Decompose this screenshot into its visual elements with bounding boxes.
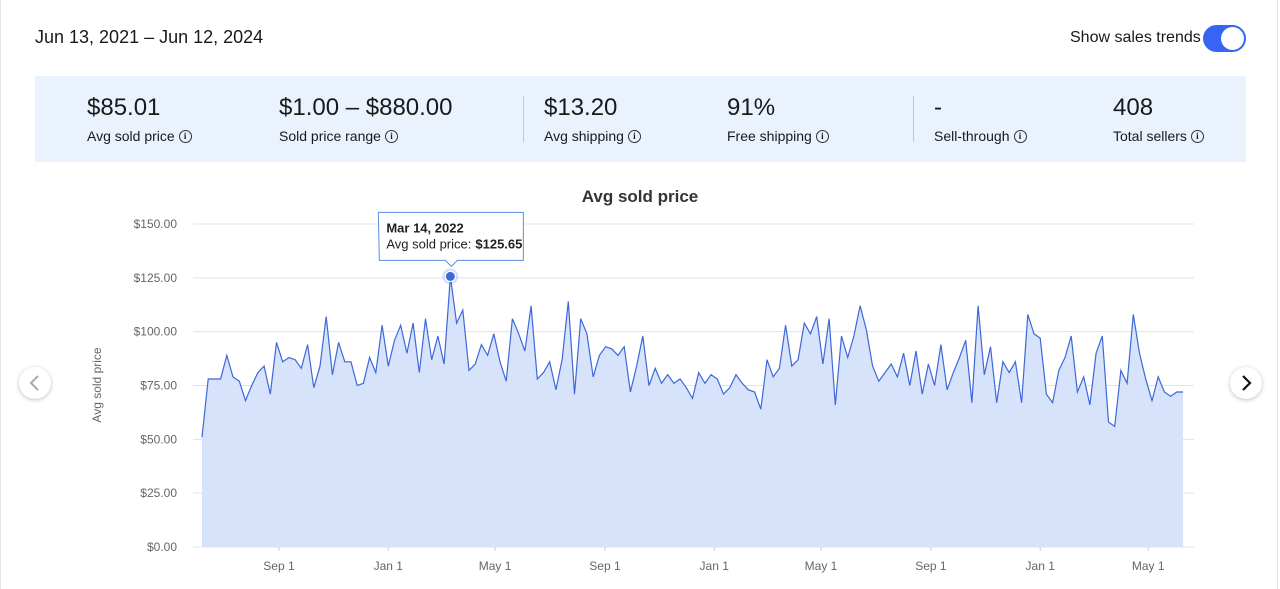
x-tick-label: Sep 1 bbox=[263, 559, 295, 573]
next-button[interactable] bbox=[1230, 367, 1262, 399]
stat-label-text: Avg shipping bbox=[544, 128, 624, 144]
stat-label: Total sellers i bbox=[1113, 128, 1204, 144]
stat-label-text: Sell-through bbox=[934, 128, 1010, 144]
stat-value: - bbox=[934, 94, 942, 121]
divider bbox=[913, 96, 914, 142]
toggle-label: Show sales trends bbox=[1070, 29, 1201, 46]
tooltip-label-text: Avg sold price: bbox=[386, 236, 471, 251]
stat: $1.00 – $880.00 Sold price range i bbox=[279, 94, 453, 144]
y-tick-label: $125.00 bbox=[134, 271, 178, 285]
stat-value: 91% bbox=[727, 94, 776, 121]
x-tick-label: Jan 1 bbox=[700, 559, 730, 573]
info-icon[interactable]: i bbox=[1190, 129, 1204, 143]
y-tick-label: $100.00 bbox=[134, 325, 178, 339]
stat: 408 Total sellers i bbox=[1113, 94, 1204, 144]
stat-value: 408 bbox=[1113, 94, 1154, 121]
x-tick-label: May 1 bbox=[479, 559, 512, 573]
stat-label: Sold price range i bbox=[279, 128, 453, 144]
x-tick-label: May 1 bbox=[805, 559, 838, 573]
y-tick-label: $50.00 bbox=[140, 432, 177, 446]
stat-value: $1.00 – $880.00 bbox=[279, 94, 453, 121]
y-tick-label: $25.00 bbox=[140, 486, 177, 500]
stat-label: Sell-through i bbox=[934, 128, 1027, 144]
y-tick-label: $150.00 bbox=[134, 217, 178, 231]
stat-label-text: Avg sold price bbox=[87, 128, 175, 144]
next-icon bbox=[1242, 375, 1252, 391]
stat: $85.01 Avg sold price i bbox=[87, 94, 192, 144]
x-tick-label: Jan 1 bbox=[1026, 559, 1056, 573]
stat-label: Avg sold price i bbox=[87, 128, 192, 144]
info-icon[interactable]: i bbox=[1013, 129, 1027, 143]
toggle-knob bbox=[1221, 27, 1244, 50]
hover-point bbox=[444, 270, 456, 282]
x-tick-label: May 1 bbox=[1132, 559, 1165, 573]
x-tick-label: Sep 1 bbox=[915, 559, 947, 573]
stat-label-text: Sold price range bbox=[279, 128, 381, 144]
stat-value: $85.01 bbox=[87, 94, 161, 121]
y-tick-label: $75.00 bbox=[140, 379, 177, 393]
tooltip-label: Avg sold price: $125.65 bbox=[386, 236, 522, 251]
stat-label-text: Free shipping bbox=[727, 128, 812, 144]
y-tick-label: $0.00 bbox=[147, 540, 177, 554]
stat: 91% Free shipping i bbox=[727, 94, 829, 144]
stat-label: Avg shipping i bbox=[544, 128, 641, 144]
date-range: Jun 13, 2021 – Jun 12, 2024 bbox=[35, 27, 264, 47]
x-tick-label: Sep 1 bbox=[589, 559, 621, 573]
info-icon[interactable]: i bbox=[815, 129, 829, 143]
stat: - Sell-through i bbox=[934, 94, 1027, 144]
stats-panel: $85.01 Avg sold price i $1.00 – $880.00 Sold… bbox=[35, 76, 1246, 162]
tooltip-box bbox=[377, 211, 524, 268]
stat: $13.20 Avg shipping i bbox=[544, 94, 641, 144]
chart-title: Avg sold price bbox=[582, 187, 699, 206]
tooltip-value: $125.65 bbox=[475, 236, 522, 251]
toggle[interactable] bbox=[1203, 25, 1246, 52]
stat-value: $13.20 bbox=[544, 94, 618, 121]
x-tick-label: Jan 1 bbox=[374, 559, 404, 573]
y-axis-label: Avg sold price bbox=[90, 347, 104, 422]
tooltip-date: Mar 14, 2022 bbox=[386, 220, 463, 235]
divider bbox=[523, 96, 524, 142]
info-icon[interactable]: i bbox=[627, 129, 641, 143]
stat-label-text: Total sellers bbox=[1113, 128, 1187, 144]
info-icon[interactable]: i bbox=[178, 129, 192, 143]
area-line bbox=[201, 276, 1183, 438]
area-fill bbox=[202, 276, 1183, 547]
stat-label: Free shipping i bbox=[727, 128, 829, 144]
info-icon[interactable]: i bbox=[384, 129, 398, 143]
prev-button[interactable] bbox=[19, 367, 51, 399]
prev-icon bbox=[29, 375, 39, 391]
